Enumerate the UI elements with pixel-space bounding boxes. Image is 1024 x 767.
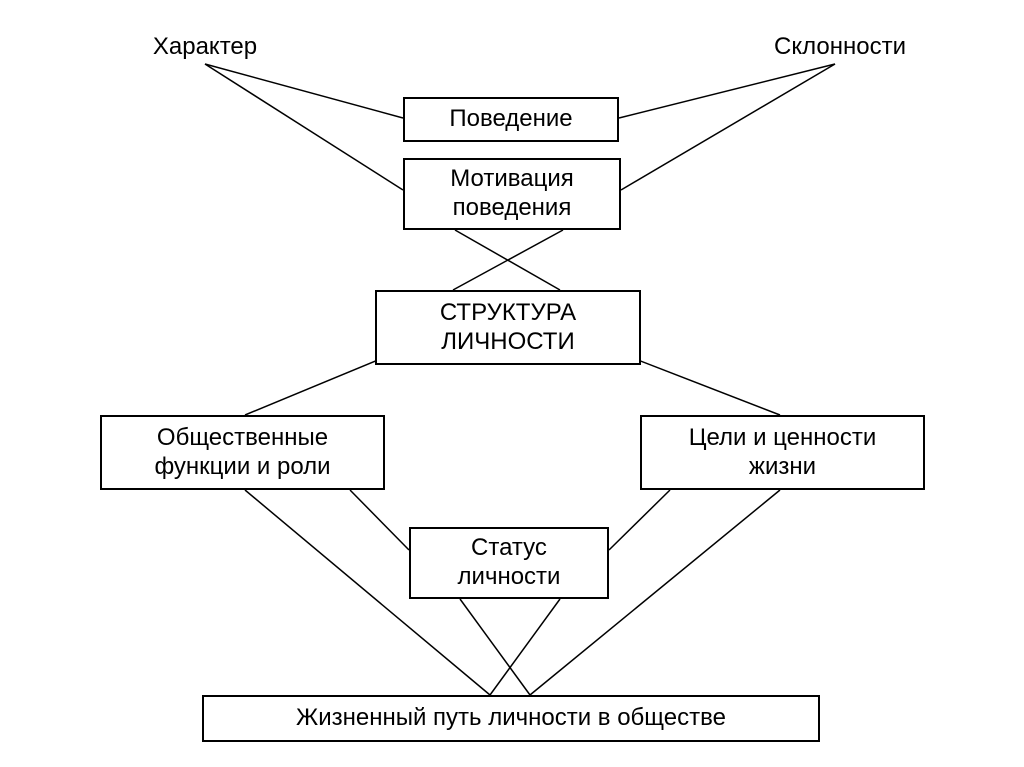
edge-char-behav (205, 64, 403, 118)
edge-char-motiv (205, 64, 403, 190)
node-life: Жизненный путь личности в обществе (202, 695, 820, 742)
edge-struct-roles (245, 355, 390, 415)
node-goals: Цели и ценности жизни (640, 415, 925, 490)
node-behav: Поведение (403, 97, 619, 142)
edge-status-life (490, 599, 560, 695)
node-struct: СТРУКТУРА ЛИЧНОСТИ (375, 290, 641, 365)
edge-struct-goals (625, 355, 780, 415)
edge-roles-status (350, 490, 409, 550)
node-status: Статус личности (409, 527, 609, 599)
edge-goals-status (609, 490, 670, 550)
node-motiv: Мотивация поведения (403, 158, 621, 230)
edge-motiv-struct (453, 230, 563, 290)
edge-incl-behav (619, 64, 835, 118)
edge-incl-motiv (621, 64, 835, 190)
node-roles: Общественные функции и роли (100, 415, 385, 490)
edge-status-life (460, 599, 530, 695)
diagram-canvas: Характер Склонности Поведение Мотивация пов… (0, 0, 1024, 767)
node-char: Характер (125, 30, 285, 65)
node-incl: Склонности (740, 30, 940, 65)
edge-motiv-struct (455, 230, 560, 290)
